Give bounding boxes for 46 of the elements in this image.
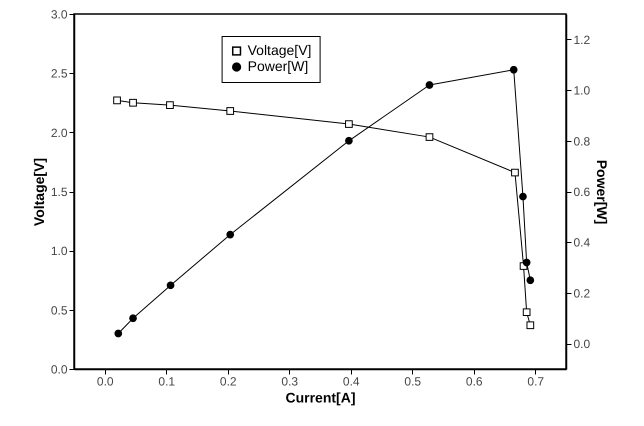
- x-tick-label: 0.7: [527, 374, 544, 388]
- x-tick-label: 0.2: [220, 374, 237, 388]
- point: [526, 321, 534, 330]
- point: [129, 314, 137, 322]
- point: [113, 96, 121, 104]
- y-tick-label: 3.0: [50, 8, 68, 22]
- x-tick-label: 0.3: [281, 374, 298, 388]
- point: [510, 66, 518, 74]
- point: [522, 308, 530, 316]
- legend-label: Voltage[V]: [248, 42, 312, 58]
- y2-axis-title: Power[W]: [594, 160, 610, 224]
- x-axis-title: Current[A]: [286, 390, 356, 406]
- y-tick-label: 1.0: [50, 244, 68, 258]
- y-tick-label: 1.5: [50, 185, 68, 199]
- point: [129, 98, 137, 107]
- y-tick-label: 0.5: [50, 303, 68, 318]
- y2-tick-label: 0.8: [574, 134, 591, 148]
- x-tick-label: 0.1: [158, 374, 176, 388]
- point: [345, 120, 353, 128]
- y2-tick-label: 0.0: [574, 337, 591, 352]
- point: [526, 276, 534, 284]
- legend-label: Power[W]: [248, 58, 308, 74]
- y2-tick-label: 0.2: [574, 286, 591, 300]
- y-tick-label: 2.5: [50, 66, 68, 81]
- y-tick-label: 2.0: [50, 126, 68, 140]
- point: [426, 81, 434, 89]
- point: [114, 330, 122, 338]
- y-tick-label: 0.0: [50, 362, 68, 376]
- point: [226, 230, 234, 238]
- x-tick-label: 0.0: [96, 374, 114, 388]
- y-axis-title: Voltage[V]: [30, 158, 47, 226]
- y2-tick-label: 1.0: [574, 84, 591, 98]
- x-tick-label: 0.6: [466, 374, 483, 388]
- point: [166, 101, 174, 109]
- point: [519, 192, 527, 200]
- point: [345, 136, 353, 145]
- x-tick-label: 0.5: [404, 374, 422, 388]
- y2-tick-label: 0.4: [574, 236, 591, 250]
- point: [426, 133, 434, 141]
- y2-tick-label: 0.6: [574, 185, 591, 199]
- point: [522, 258, 530, 266]
- point: [511, 168, 519, 176]
- point: [226, 107, 234, 115]
- y2-tick-label: 1.2: [574, 32, 591, 47]
- x-tick-label: 0.4: [342, 374, 360, 388]
- point: [166, 281, 174, 290]
